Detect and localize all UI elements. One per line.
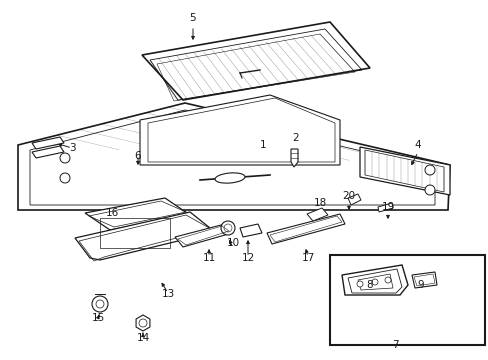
Polygon shape (136, 315, 150, 331)
Text: 16: 16 (105, 208, 119, 218)
Polygon shape (266, 214, 345, 244)
Circle shape (384, 277, 390, 283)
Polygon shape (85, 198, 190, 230)
Text: 5: 5 (189, 13, 196, 23)
Text: 20: 20 (342, 191, 355, 201)
Text: 13: 13 (161, 289, 174, 299)
Bar (329, 255, 484, 345)
Polygon shape (32, 137, 64, 149)
Text: 18: 18 (313, 198, 326, 208)
Polygon shape (175, 224, 231, 247)
Polygon shape (75, 212, 215, 260)
Polygon shape (377, 203, 392, 212)
Circle shape (424, 185, 434, 195)
Circle shape (60, 173, 70, 183)
Polygon shape (411, 272, 436, 288)
Polygon shape (140, 95, 339, 165)
Circle shape (356, 281, 362, 287)
Text: 14: 14 (136, 333, 149, 343)
Circle shape (92, 296, 108, 312)
Text: 11: 11 (202, 253, 215, 263)
Circle shape (221, 221, 235, 235)
Text: 8: 8 (366, 280, 372, 290)
Polygon shape (240, 224, 262, 237)
Polygon shape (290, 149, 297, 167)
Circle shape (424, 165, 434, 175)
Text: 4: 4 (414, 140, 421, 150)
Polygon shape (18, 103, 449, 210)
Polygon shape (142, 22, 369, 100)
Text: 10: 10 (226, 238, 239, 248)
Text: 9: 9 (417, 280, 424, 290)
Text: 3: 3 (68, 143, 75, 153)
Bar (100, 218, 170, 248)
Circle shape (371, 279, 377, 285)
Text: 7: 7 (391, 340, 398, 350)
Text: 19: 19 (381, 202, 394, 212)
Ellipse shape (215, 173, 244, 183)
Text: 2: 2 (292, 133, 299, 143)
Text: 6: 6 (134, 151, 141, 161)
Polygon shape (32, 146, 64, 158)
Text: 1: 1 (259, 140, 266, 150)
Polygon shape (306, 208, 327, 221)
Circle shape (60, 153, 70, 163)
Text: 12: 12 (241, 253, 254, 263)
Polygon shape (347, 194, 360, 205)
Text: 17: 17 (301, 253, 314, 263)
Polygon shape (341, 265, 407, 295)
Text: 15: 15 (91, 313, 104, 323)
Polygon shape (359, 147, 449, 195)
